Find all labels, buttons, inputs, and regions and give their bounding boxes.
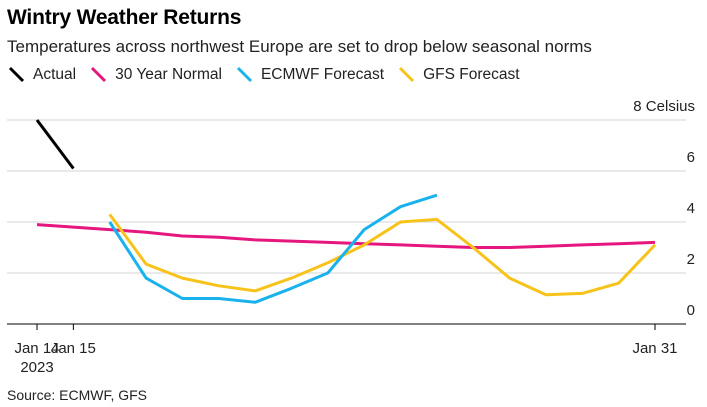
legend-item-gfs: GFS Forecast [397,65,520,85]
legend-item-normal: 30 Year Normal [89,65,222,85]
series-line-30-year-normal [36,223,656,249]
legend-swatch-actual [8,66,25,83]
chart-title: Wintry Weather Returns [7,6,242,29]
legend: Actual 30 Year Normal ECMWF Forecast GFS… [7,64,533,86]
y-tick-label: 0 [687,302,695,319]
chart-subtitle: Temperatures across northwest Europe are… [7,37,592,56]
legend-swatch-line [91,66,107,83]
y-tick-label: 6 [687,149,695,166]
legend-swatch-normal [91,66,107,83]
legend-swatch-line [399,66,415,83]
x-tick-sublabel: 2023 [20,359,53,376]
legend-label-normal: 30 Year Normal [115,66,222,83]
legend-label-gfs: GFS Forecast [423,66,520,83]
legend-swatch-line [236,66,252,83]
series-line-ecmwf-forecast [108,193,438,304]
legend-swatch-gfs [399,66,415,83]
series-line-gfs-forecast [108,213,657,297]
legend-item-ecmwf: ECMWF Forecast [235,65,384,85]
y-tick-label: 8 Celsius [633,98,695,115]
x-tick-label: Jan 31 [632,340,677,357]
y-tick-label: 4 [687,200,695,217]
legend-item-actual: Actual [7,65,76,85]
x-tick-label: Jan 15 [51,340,96,357]
legend-label-ecmwf: ECMWF Forecast [260,66,385,83]
legend-swatch-ecmwf [236,66,252,83]
legend-label-actual: Actual [33,66,77,83]
legend-swatch-line [8,66,25,83]
y-tick-label: 2 [687,251,695,268]
source-note: Source: ECMWF, GFS [7,387,148,403]
x-tick-label: Jan 14 [14,340,59,357]
series-line-actual [35,119,75,170]
